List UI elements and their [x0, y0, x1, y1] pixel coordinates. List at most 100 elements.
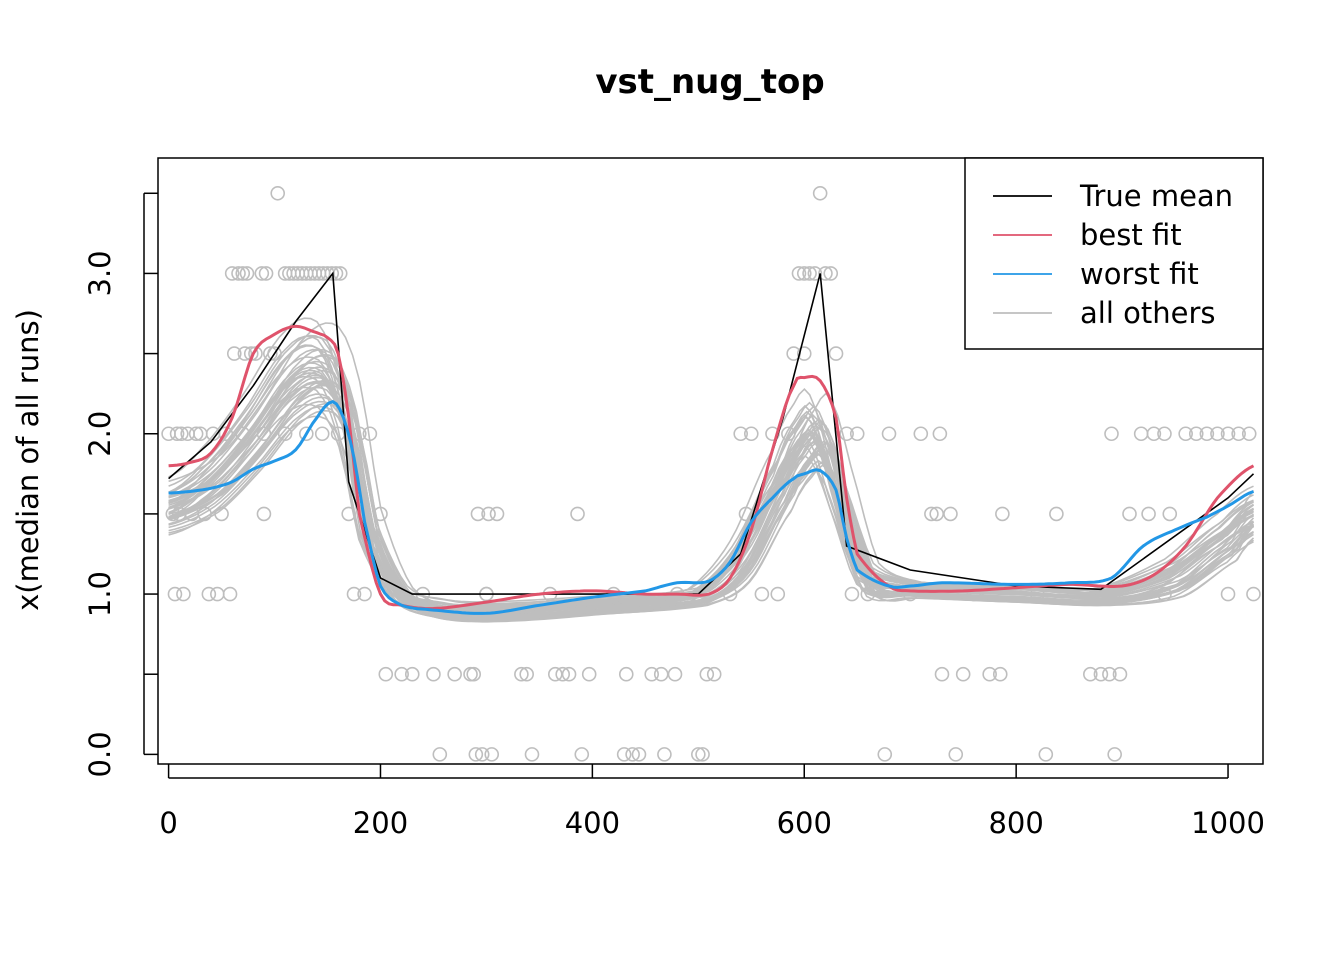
observation-point	[948, 747, 964, 762]
observation-point	[807, 266, 823, 281]
legend-label-best-fit: best fit	[1080, 218, 1182, 252]
observation-point	[943, 506, 958, 522]
observation-point	[924, 506, 939, 522]
observation-point	[699, 666, 715, 682]
observation-point	[791, 266, 807, 281]
observation-point	[695, 747, 710, 762]
observation-point	[1107, 747, 1122, 762]
observation-point	[254, 266, 270, 281]
observation-point	[224, 266, 240, 281]
observation-point	[1102, 666, 1117, 682]
observation-point	[1141, 506, 1156, 522]
observation-point	[653, 666, 669, 682]
observation-point	[466, 666, 482, 682]
observation-point	[378, 666, 394, 682]
observation-point	[754, 586, 770, 602]
other-fits	[168, 317, 1255, 623]
observation-point	[514, 666, 529, 682]
observation-point	[474, 747, 490, 762]
observation-point	[570, 506, 585, 522]
legend-box	[964, 157, 1264, 350]
observation-point	[231, 266, 246, 281]
observation-point	[1104, 426, 1119, 442]
observation-point	[248, 346, 263, 361]
observation-point	[982, 666, 997, 682]
observation-point	[1241, 426, 1257, 442]
other-fit-line	[168, 353, 1255, 623]
observation-point	[174, 426, 189, 442]
observation-point	[1093, 666, 1109, 682]
observation-point	[239, 266, 255, 281]
observation-point	[481, 506, 496, 522]
observation-point	[404, 666, 420, 682]
observation-point	[447, 666, 462, 682]
y-tick-label: 3.0	[83, 250, 117, 296]
observation-point	[743, 426, 759, 442]
x-tick-label: 0	[159, 806, 177, 840]
observation-point	[625, 747, 640, 762]
observation-point	[877, 747, 893, 762]
observation-point	[881, 426, 897, 442]
plot-frame	[157, 157, 1264, 765]
observation-point	[1049, 506, 1064, 522]
x-tick-label: 200	[353, 806, 408, 840]
x-axis: 0 200 400 600 800 1000	[159, 764, 1265, 840]
observation-point	[1188, 426, 1204, 442]
observation-point	[618, 666, 634, 682]
series-line-worst-fit	[168, 400, 1255, 615]
observation-point	[235, 266, 251, 281]
observation-point	[270, 185, 286, 201]
observation-point	[823, 266, 839, 281]
observation-point	[1220, 586, 1236, 602]
y-axis: 0.0 1.0 2.0 3.0	[83, 192, 158, 777]
observation-point	[644, 666, 660, 682]
observation-point	[913, 426, 929, 442]
observation-point	[256, 506, 272, 522]
observation-point	[489, 506, 505, 522]
observation-point	[1083, 666, 1098, 682]
observation-point	[828, 346, 844, 361]
other-fit-line	[168, 348, 1255, 622]
observation-point	[463, 666, 478, 682]
series-line-best-fit	[168, 324, 1255, 611]
series-lines	[168, 271, 1255, 615]
observation-point	[332, 266, 348, 281]
observation-point	[844, 586, 860, 602]
observation-point	[1199, 426, 1215, 442]
observation-point	[706, 666, 722, 682]
observation-point	[995, 506, 1010, 522]
observation-point	[524, 747, 540, 762]
observation-point	[470, 506, 486, 522]
observation-point	[346, 586, 362, 602]
observation-point	[691, 747, 706, 762]
y-tick-label: 2.0	[83, 411, 117, 457]
legend: True mean best fit worst fit all others	[964, 157, 1264, 350]
observation-point	[1220, 426, 1236, 442]
observation-point	[555, 666, 571, 682]
observation-point	[561, 666, 577, 682]
chart-title: vst_nug_top	[595, 62, 824, 102]
observation-point	[328, 266, 344, 281]
observation-point	[574, 747, 590, 762]
observation-point	[733, 426, 748, 442]
observation-point	[468, 747, 484, 762]
observation-point	[357, 586, 372, 602]
observation-point	[519, 666, 534, 682]
observation-point	[581, 666, 597, 682]
observation-point	[992, 666, 1008, 682]
observation-point	[484, 747, 500, 762]
legend-label-true-mean: True mean	[1079, 179, 1233, 213]
observation-point	[934, 666, 950, 682]
y-axis-label: x(median of all runs)	[11, 309, 45, 611]
observation-point	[1210, 426, 1225, 442]
observation-point	[1133, 426, 1149, 442]
observation-point	[547, 666, 563, 682]
other-fit-line	[168, 322, 1255, 611]
observation-point	[1246, 586, 1261, 602]
observation-point	[616, 747, 632, 762]
observation-point	[226, 346, 242, 361]
x-tick-label: 600	[777, 806, 832, 840]
observation-point	[188, 426, 204, 442]
observation-point	[955, 666, 971, 682]
